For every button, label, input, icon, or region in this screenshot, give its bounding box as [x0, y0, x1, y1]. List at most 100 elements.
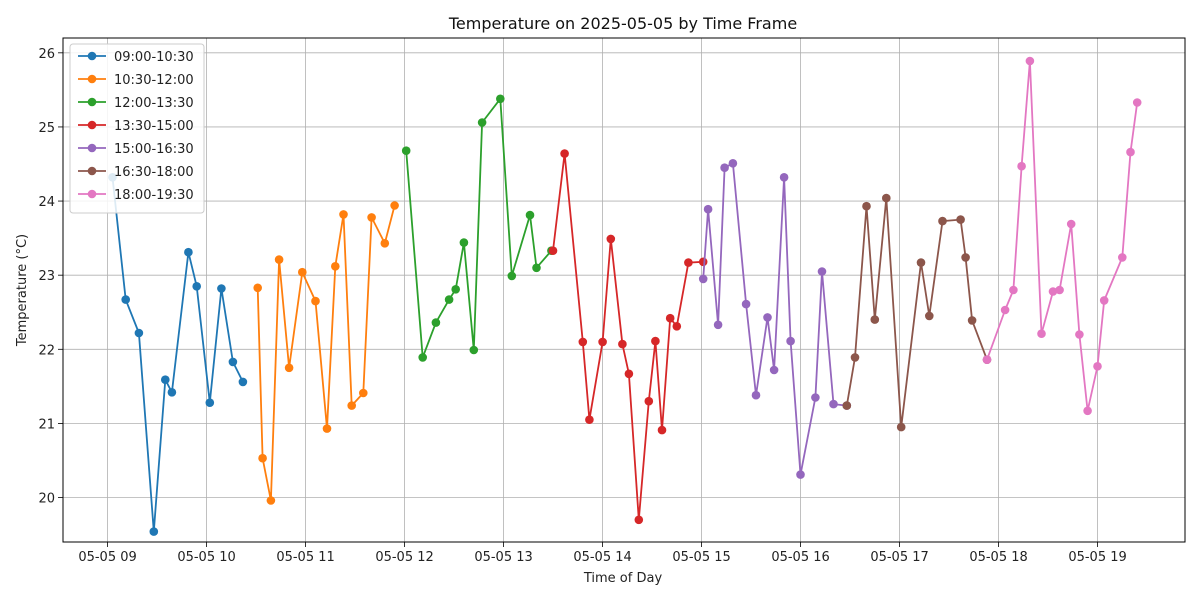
x-tick-label: 05-05 18: [969, 550, 1027, 565]
data-point: [496, 94, 505, 104]
data-point: [298, 267, 307, 277]
data-point: [205, 398, 215, 408]
data-point: [684, 258, 693, 267]
data-point: [967, 316, 977, 325]
data-point: [258, 453, 267, 463]
data-point: [1025, 56, 1035, 66]
data-point: [469, 345, 479, 355]
legend-marker: [87, 120, 97, 130]
data-point: [401, 146, 411, 155]
legend-marker: [87, 74, 97, 84]
data-point: [311, 296, 320, 306]
data-point: [121, 295, 130, 304]
series-line: [111, 177, 244, 533]
data-point: [763, 313, 772, 322]
data-point: [938, 216, 947, 226]
x-tick-label: 05-05 09: [78, 550, 136, 565]
data-point: [862, 201, 871, 211]
y-tick-label: 22: [38, 343, 55, 358]
data-point: [1083, 406, 1092, 416]
data-point: [347, 401, 357, 410]
data-point: [532, 263, 541, 273]
legend-marker: [87, 189, 97, 199]
legend-marker: [87, 143, 97, 153]
series-line: [405, 97, 553, 359]
y-axis-title: Temperature (°C): [15, 234, 30, 347]
data-point: [870, 315, 880, 324]
data-point: [829, 399, 838, 409]
data-point: [956, 215, 965, 224]
data-point: [634, 515, 644, 525]
data-point: [238, 377, 248, 387]
data-point: [665, 313, 675, 323]
data-point: [1009, 285, 1018, 295]
legend-item: 10:30-12:00: [78, 73, 194, 88]
series-10:30-12:00: [253, 201, 399, 505]
data-point: [585, 415, 594, 425]
data-point: [624, 369, 634, 379]
data-point: [1017, 161, 1026, 171]
data-point: [1075, 330, 1084, 339]
data-point: [322, 424, 332, 433]
data-point: [1093, 362, 1102, 371]
data-point: [253, 283, 262, 293]
series-13:30-15:00: [548, 149, 708, 525]
y-tick-label: 23: [38, 269, 55, 284]
data-point: [698, 274, 708, 284]
legend-label: 16:30-18:00: [114, 165, 194, 180]
x-axis-title: Time of Day: [583, 571, 663, 586]
data-point: [1000, 305, 1010, 315]
data-point: [606, 234, 616, 244]
data-point: [359, 388, 368, 398]
series-15:00-16:30: [698, 159, 852, 479]
legend-label: 12:00-13:30: [114, 96, 194, 111]
legend-label: 15:00-16:30: [114, 142, 194, 157]
y-tick-label: 20: [38, 492, 55, 507]
x-tick-label: 05-05 11: [276, 550, 334, 565]
series-12:00-13:30: [401, 94, 556, 362]
data-point: [618, 339, 627, 349]
data-point: [578, 337, 588, 347]
data-point: [1132, 98, 1142, 107]
data-point: [444, 295, 454, 304]
x-tick-label: 05-05 12: [375, 550, 433, 565]
data-point: [134, 328, 144, 338]
data-point: [882, 193, 891, 203]
data-point: [811, 393, 820, 402]
series-line: [552, 152, 704, 521]
data-point: [796, 470, 805, 479]
data-point: [1126, 147, 1135, 157]
legend-item: 13:30-15:00: [78, 119, 194, 134]
legend-item: 16:30-18:00: [78, 165, 194, 180]
legend-marker: [87, 166, 97, 176]
legend-label: 10:30-12:00: [114, 73, 194, 88]
data-point: [167, 388, 177, 397]
data-point: [339, 210, 348, 219]
data-point: [390, 201, 399, 210]
legend-marker: [87, 97, 97, 107]
data-point: [184, 247, 193, 257]
legend-label: 09:00-10:30: [114, 50, 194, 65]
data-point: [367, 213, 376, 222]
data-point: [916, 258, 926, 267]
data-point: [769, 365, 779, 375]
data-point: [817, 267, 827, 276]
data-point: [1118, 253, 1127, 262]
y-tick-label: 24: [38, 195, 55, 210]
x-tick-label: 05-05 16: [771, 550, 829, 565]
data-point: [1037, 329, 1046, 339]
data-point: [418, 353, 428, 362]
data-point: [1055, 285, 1064, 295]
data-point: [644, 396, 654, 406]
data-point: [741, 299, 751, 309]
series-16:30-18:00: [842, 193, 992, 432]
data-point: [477, 118, 487, 127]
series-line: [702, 162, 847, 476]
x-tick-label: 05-05 19: [1068, 550, 1126, 565]
x-tick-label: 05-05 15: [672, 550, 730, 565]
data-point: [672, 322, 682, 331]
data-point: [657, 425, 667, 435]
data-point: [779, 173, 789, 182]
data-point: [149, 527, 159, 536]
data-point: [842, 401, 852, 410]
